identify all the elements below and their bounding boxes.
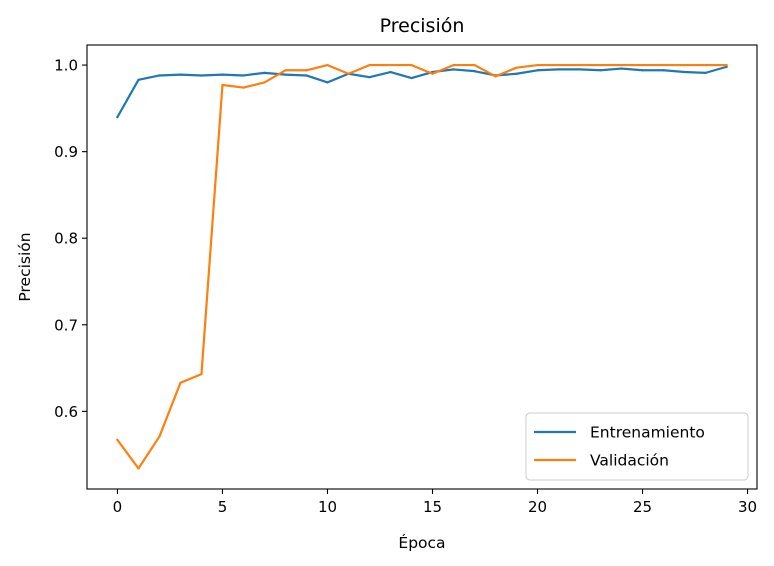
data-point-validacion (221, 83, 224, 87)
data-point-validacion (557, 63, 560, 67)
data-point-entrenamiento (116, 115, 119, 119)
data-point-validacion (536, 63, 539, 67)
y-tick-label: 0.7 (54, 316, 78, 334)
data-point-validacion (305, 69, 308, 72)
y-axis-label: Precisión (16, 232, 34, 301)
data-point-entrenamiento (368, 76, 371, 79)
legend-label-entrenamiento: Entrenamiento (590, 424, 705, 442)
data-point-validacion (326, 63, 329, 67)
series-line-entrenamiento (115, 65, 728, 119)
x-tick-label: 30 (738, 498, 757, 516)
data-point-validacion (578, 63, 581, 67)
data-point-validacion (137, 467, 140, 470)
data-point-validacion (389, 63, 392, 67)
series-layer (115, 63, 728, 470)
data-point-validacion (452, 63, 455, 67)
data-point-entrenamiento (242, 74, 245, 77)
legend: Entrenamiento Validación (525, 412, 749, 481)
data-point-validacion (263, 81, 266, 84)
legend-box (525, 412, 749, 481)
data-point-entrenamiento (326, 81, 329, 84)
data-point-validacion (368, 63, 371, 67)
data-point-validacion (116, 438, 119, 442)
chart-title: Precisión (380, 15, 465, 37)
data-point-entrenamiento (683, 70, 686, 74)
y-tick-label: 0.9 (54, 143, 78, 161)
y-tick-label: 0.8 (54, 230, 78, 248)
data-point-validacion (347, 72, 350, 75)
x-tick-label: 10 (318, 498, 337, 516)
x-axis-label: Época (398, 533, 445, 552)
data-point-entrenamiento (662, 69, 665, 72)
data-point-entrenamiento (704, 71, 707, 74)
data-point-entrenamiento (599, 69, 602, 72)
data-point-validacion (704, 63, 707, 67)
data-point-entrenamiento (200, 74, 203, 77)
data-point-entrenamiento (158, 74, 161, 77)
data-point-validacion (242, 86, 245, 89)
data-point-validacion (200, 373, 203, 376)
data-point-validacion (515, 66, 518, 69)
data-point-entrenamiento (725, 65, 728, 68)
data-point-entrenamiento (578, 68, 581, 71)
data-point-entrenamiento (557, 68, 560, 71)
data-point-validacion (599, 63, 602, 67)
x-tick-label: 25 (633, 498, 652, 516)
data-point-validacion (641, 63, 644, 67)
data-point-validacion (662, 63, 665, 67)
data-point-validacion (179, 381, 182, 384)
y-axis-ticks: 0.6 0.7 0.8 0.9 1.0 (54, 57, 87, 421)
data-point-entrenamiento (263, 71, 266, 74)
data-point-validacion (410, 63, 413, 67)
data-point-entrenamiento (137, 78, 140, 81)
legend-label-validacion: Validación (590, 452, 669, 470)
data-point-validacion (620, 63, 623, 67)
data-point-entrenamiento (221, 73, 224, 76)
data-point-validacion (431, 72, 434, 75)
data-point-validacion (158, 435, 161, 438)
data-point-validacion (725, 63, 728, 67)
x-tick-label: 15 (423, 498, 442, 516)
data-point-entrenamiento (452, 68, 455, 71)
x-tick-label: 5 (218, 498, 228, 516)
data-point-entrenamiento (473, 70, 476, 73)
data-point-entrenamiento (410, 76, 413, 80)
data-point-entrenamiento (620, 67, 623, 70)
data-point-entrenamiento (179, 73, 182, 76)
data-point-validacion (494, 75, 497, 78)
x-tick-label: 0 (113, 498, 123, 516)
data-point-entrenamiento (515, 72, 518, 75)
plot-area-frame (86, 44, 758, 490)
x-tick-label: 20 (528, 498, 547, 516)
x-axis-ticks: 0 5 10 15 20 25 30 (113, 489, 757, 516)
data-point-entrenamiento (536, 69, 539, 72)
data-point-validacion (683, 63, 686, 67)
data-point-validacion (473, 63, 476, 67)
data-point-entrenamiento (305, 74, 308, 77)
data-point-entrenamiento (284, 73, 287, 76)
y-tick-label: 0.6 (54, 403, 78, 421)
series-line-validacion (115, 63, 728, 470)
data-point-entrenamiento (389, 70, 392, 74)
data-point-validacion (284, 69, 287, 72)
y-tick-label: 1.0 (54, 57, 78, 75)
data-point-entrenamiento (641, 69, 644, 72)
